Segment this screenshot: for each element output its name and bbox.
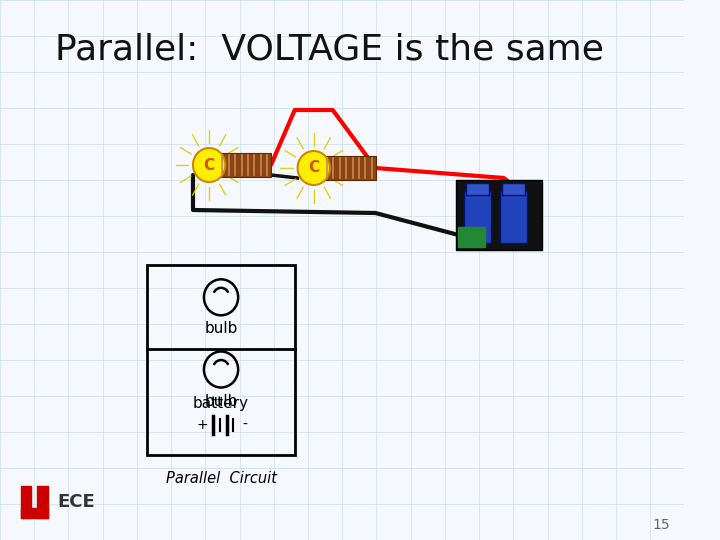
Bar (37, 486, 48, 518)
Text: -: - (243, 417, 247, 431)
Bar (21, 508, 48, 518)
Text: C: C (308, 160, 319, 176)
Text: 15: 15 (652, 518, 670, 532)
Text: Parallel:  VOLTAGE is the same: Parallel: VOLTAGE is the same (55, 32, 603, 66)
Bar (21, 486, 32, 518)
Bar (500, 191, 526, 243)
Bar (219, 153, 271, 177)
Text: ECE: ECE (57, 493, 95, 511)
Circle shape (297, 151, 330, 185)
Text: battery: battery (193, 396, 249, 411)
Bar (458, 227, 485, 247)
Bar (323, 156, 376, 180)
Bar (464, 191, 490, 243)
Text: C: C (204, 158, 215, 172)
Text: Parallel  Circuit: Parallel Circuit (166, 471, 276, 486)
Bar (148, 265, 294, 455)
Text: bulb: bulb (204, 321, 238, 336)
Text: +: + (197, 417, 208, 431)
Bar (502, 183, 525, 195)
Bar (466, 183, 489, 195)
Bar (456, 180, 542, 250)
Circle shape (193, 148, 225, 182)
Text: bulb: bulb (204, 394, 238, 408)
